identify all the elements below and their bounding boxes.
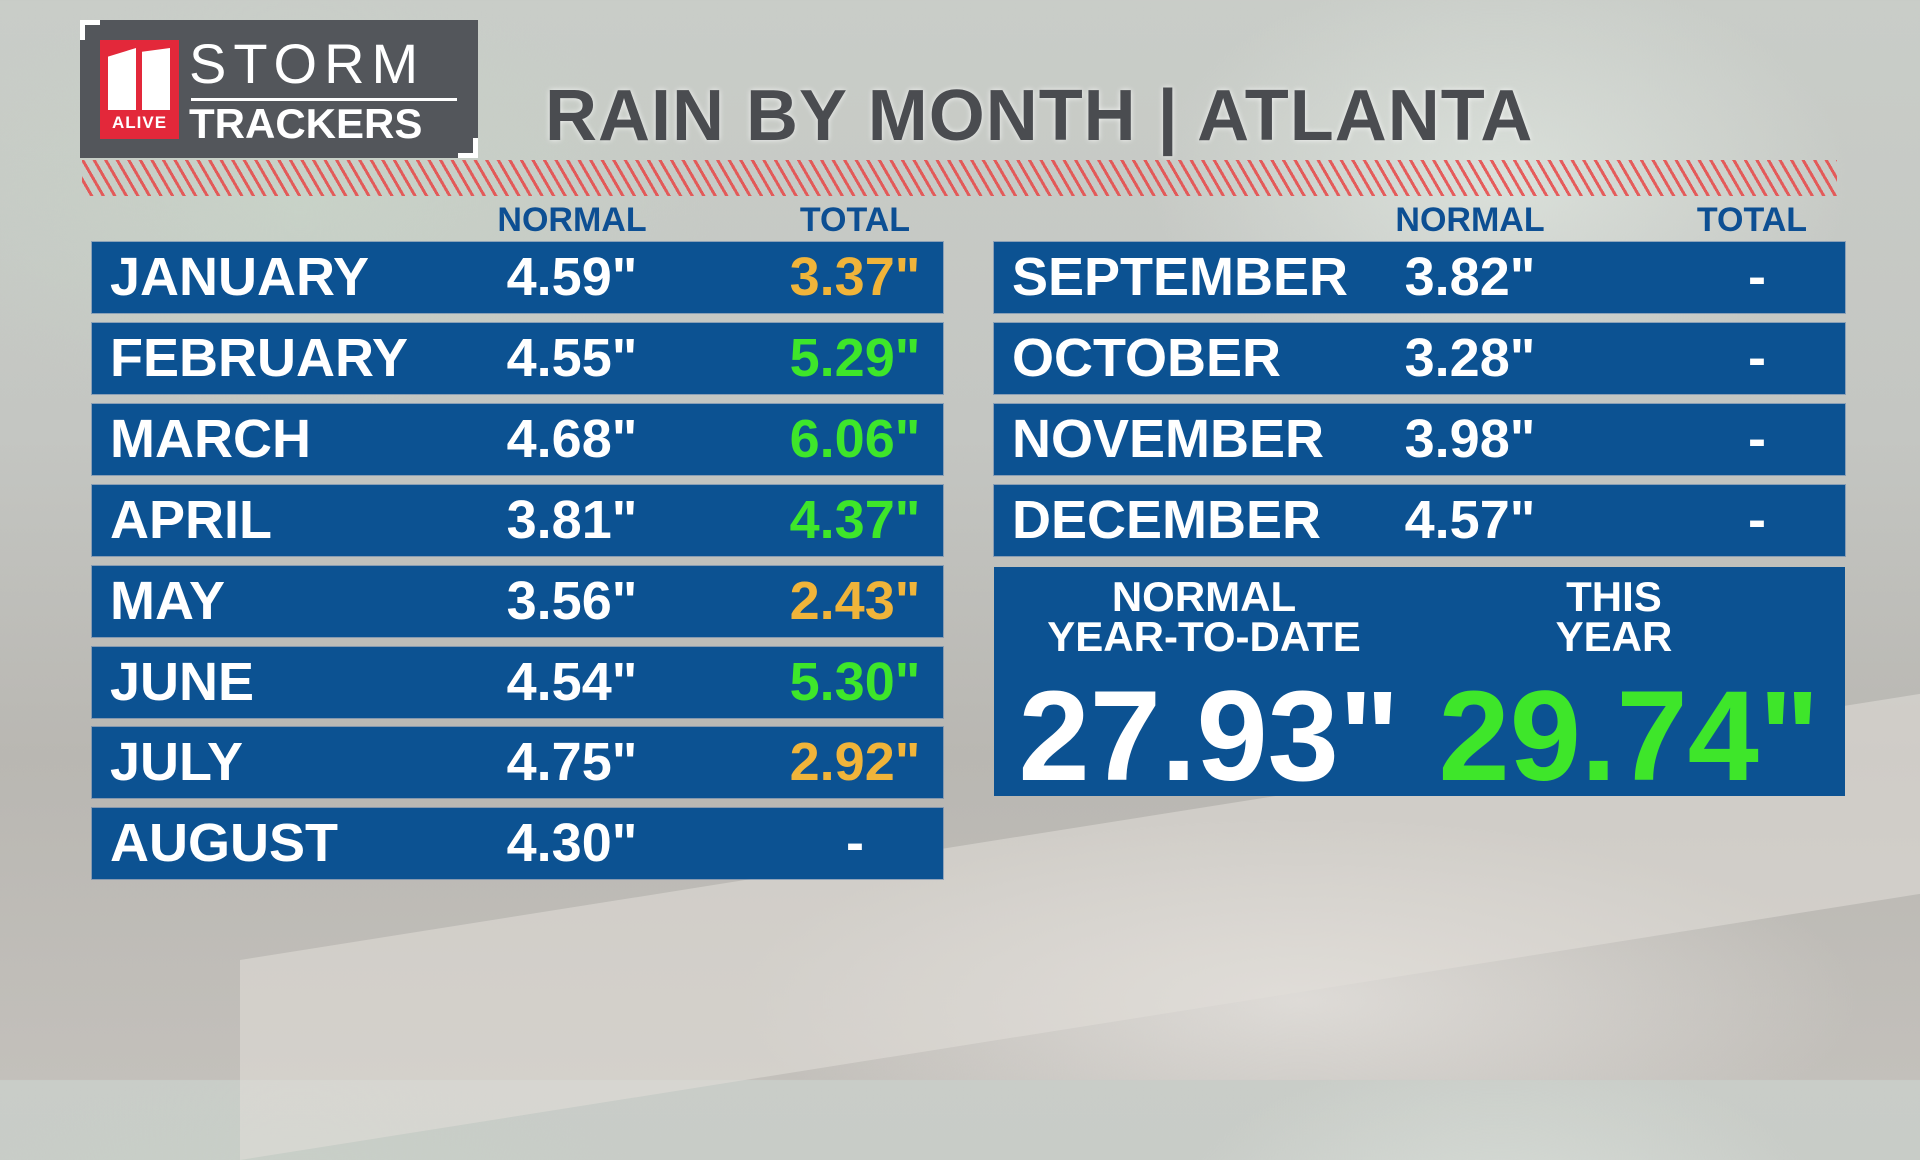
normal-value: 4.55" bbox=[506, 328, 638, 388]
total-value: 4.37" bbox=[789, 490, 921, 550]
total-value: - bbox=[1748, 490, 1766, 550]
normal-value: 3.81" bbox=[506, 490, 638, 550]
this-year-label-line-2: YEAR bbox=[1555, 613, 1673, 660]
storm-trackers-logo: ALIVE STORM TRACKERS bbox=[80, 20, 478, 158]
total-value: 3.37" bbox=[789, 247, 921, 307]
table-row-march: MARCH 4.68" 6.06" bbox=[92, 404, 943, 475]
corner-bracket-icon bbox=[80, 20, 100, 40]
month-label: MARCH bbox=[110, 409, 311, 469]
total-value: - bbox=[1748, 409, 1766, 469]
left-normal-header: NORMAL bbox=[497, 201, 647, 239]
right-normal-header: NORMAL bbox=[1395, 201, 1545, 239]
month-label: NOVEMBER bbox=[1012, 409, 1325, 469]
normal-value: 3.28" bbox=[1404, 328, 1536, 388]
normal-value: 4.75" bbox=[506, 732, 638, 792]
logo-divider bbox=[191, 98, 457, 101]
month-label: JUNE bbox=[110, 652, 255, 712]
table-row-august: AUGUST 4.30" - bbox=[92, 808, 943, 879]
total-value: - bbox=[1748, 247, 1766, 307]
normal-ytd-value: 27.93" bbox=[1018, 665, 1400, 808]
11-alive-logo-icon: ALIVE bbox=[100, 40, 179, 139]
total-value: 2.43" bbox=[789, 571, 921, 631]
month-label: OCTOBER bbox=[1012, 328, 1282, 388]
total-value: - bbox=[1748, 328, 1766, 388]
this-year-value: 29.74" bbox=[1438, 665, 1820, 808]
normal-ytd-label-line-2: YEAR-TO-DATE bbox=[1047, 613, 1361, 660]
table-row-may: MAY 3.56" 2.43" bbox=[92, 566, 943, 637]
this-year-label: THIS YEAR bbox=[1414, 573, 1814, 660]
total-value: 2.92" bbox=[789, 732, 921, 792]
table-row-february: FEBRUARY 4.55" 5.29" bbox=[92, 323, 943, 394]
total-value: 5.29" bbox=[789, 328, 921, 388]
logo-line-2: TRACKERS bbox=[189, 100, 423, 147]
table-row-november: NOVEMBER 3.98" - bbox=[994, 404, 1845, 475]
corner-bracket-icon bbox=[458, 138, 478, 158]
month-label: APRIL bbox=[110, 490, 272, 550]
normal-ytd-label: NORMAL YEAR-TO-DATE bbox=[1004, 573, 1404, 660]
this-year-label-line-1: THIS bbox=[1566, 573, 1662, 620]
table-row-june: JUNE 4.54" 5.30" bbox=[92, 647, 943, 718]
hatched-divider bbox=[82, 160, 1837, 196]
month-label: SEPTEMBER bbox=[1012, 247, 1349, 307]
month-label: DECEMBER bbox=[1012, 490, 1322, 550]
left-total-header: TOTAL bbox=[799, 201, 911, 239]
table-row-april: APRIL 3.81" 4.37" bbox=[92, 485, 943, 556]
logo-line-1: STORM bbox=[189, 32, 426, 95]
month-label: FEBRUARY bbox=[110, 328, 409, 388]
table-row-january: JANUARY 4.59" 3.37" bbox=[92, 242, 943, 313]
month-label: JULY bbox=[110, 732, 244, 792]
month-label: AUGUST bbox=[110, 813, 338, 873]
normal-value: 4.54" bbox=[506, 652, 638, 712]
table-row-october: OCTOBER 3.28" - bbox=[994, 323, 1845, 394]
station-name: ALIVE bbox=[111, 113, 168, 132]
normal-value: 4.30" bbox=[506, 813, 638, 873]
month-label: MAY bbox=[110, 571, 226, 631]
table-row-december: DECEMBER 4.57" - bbox=[994, 485, 1845, 556]
right-total-header: TOTAL bbox=[1696, 201, 1808, 239]
normal-value: 3.56" bbox=[506, 571, 638, 631]
normal-value: 4.57" bbox=[1404, 490, 1536, 550]
total-value: - bbox=[846, 813, 864, 873]
normal-value: 4.68" bbox=[506, 409, 638, 469]
total-value: 5.30" bbox=[789, 652, 921, 712]
year-to-date-summary: NORMAL YEAR-TO-DATE THIS YEAR 27.93" 29.… bbox=[994, 567, 1845, 807]
total-value: 6.06" bbox=[789, 409, 921, 469]
table-row-september: SEPTEMBER 3.82" - bbox=[994, 242, 1845, 313]
table-row-july: JULY 4.75" 2.92" bbox=[92, 727, 943, 798]
normal-value: 3.82" bbox=[1404, 247, 1536, 307]
month-label: JANUARY bbox=[110, 247, 370, 307]
normal-value: 4.59" bbox=[506, 247, 638, 307]
normal-ytd-label-line-1: NORMAL bbox=[1111, 573, 1297, 620]
normal-value: 3.98" bbox=[1404, 409, 1536, 469]
page-title: RAIN BY MONTH | ATLANTA bbox=[545, 76, 1534, 156]
